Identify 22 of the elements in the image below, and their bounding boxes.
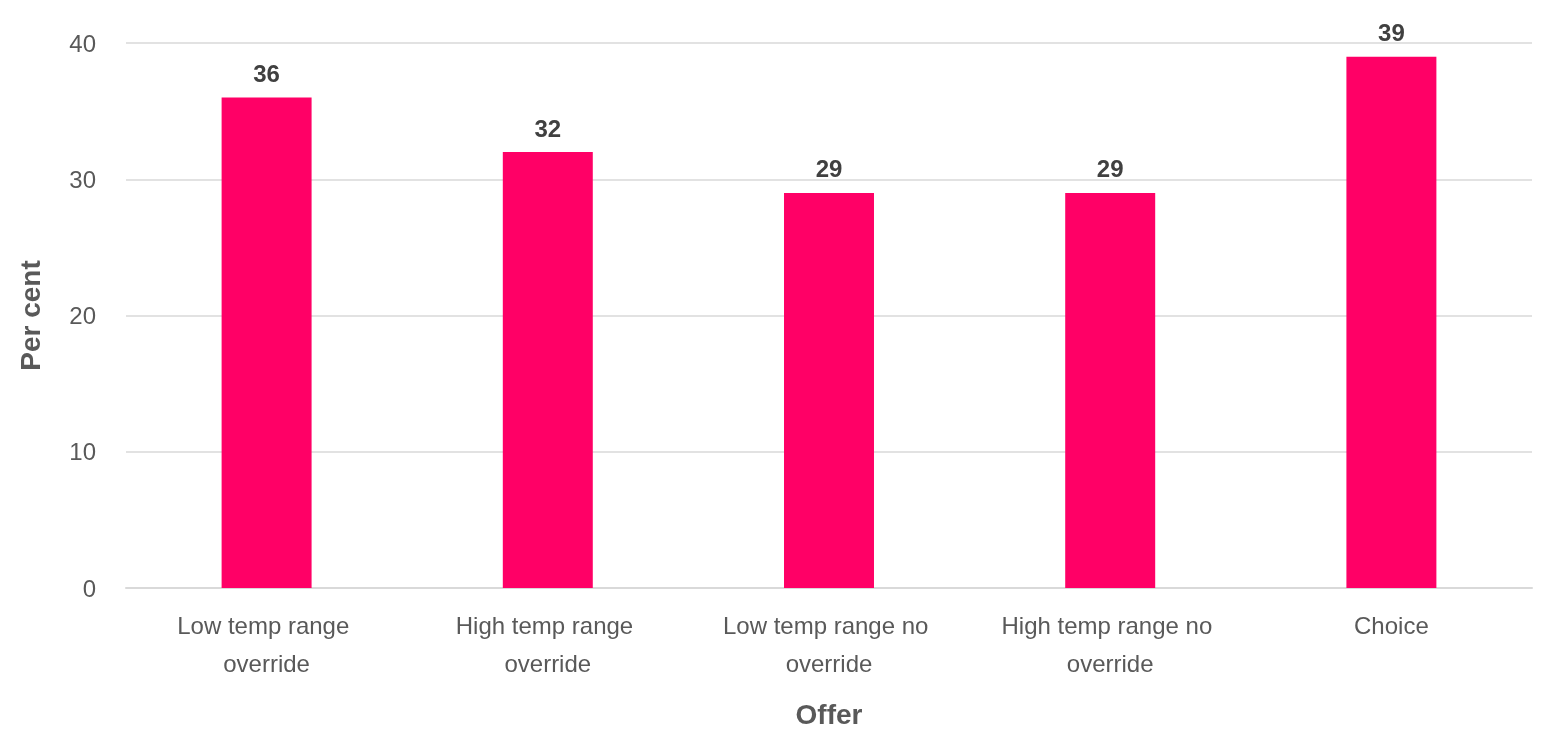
bar [221,97,312,588]
x-tick-label: High temp range override [455,611,640,677]
bar [1346,56,1437,588]
y-tick-label: 20 [69,302,96,329]
y-tick-label: 10 [69,438,96,466]
y-tick-label: 30 [69,165,96,193]
x-axis-title: Offer [795,698,863,730]
bar [502,152,593,588]
x-tick-label: Low temp range no override [722,611,936,677]
data-label: 29 [815,155,843,183]
data-label: 32 [534,114,562,142]
x-tick-label: High temp range no override [1001,611,1219,677]
bar [1065,192,1156,588]
data-label: 36 [253,60,280,87]
y-tick-label: 0 [82,574,96,602]
data-label: 29 [1096,155,1124,183]
x-tick-label: Low temp range override [177,611,356,677]
data-label: 39 [1378,19,1405,47]
x-tick-label: Choice [1354,611,1429,639]
y-axis-title: Per cent [14,260,46,371]
y-tick-label: 40 [69,29,96,57]
bar [784,192,874,588]
